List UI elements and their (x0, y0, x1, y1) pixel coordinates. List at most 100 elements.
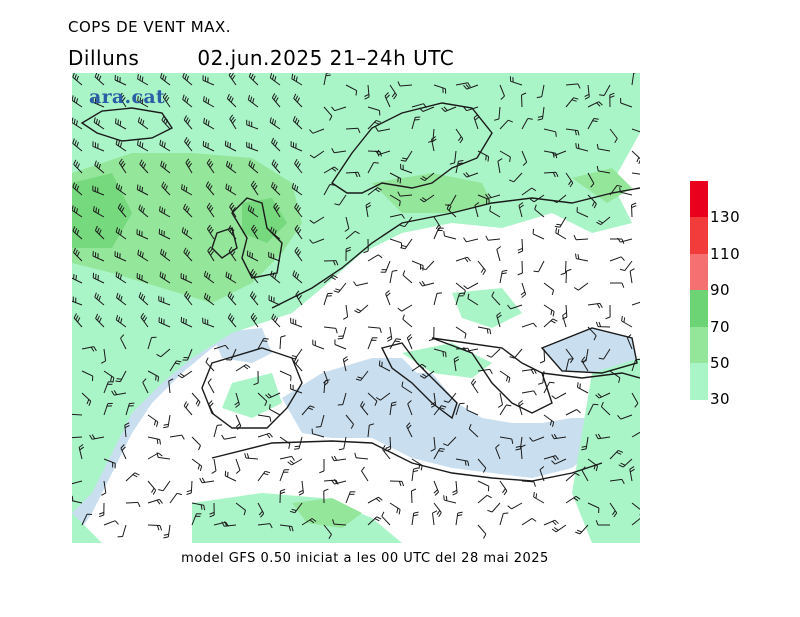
wind-barb-flag (562, 312, 567, 316)
wind-barb-flag (595, 434, 599, 439)
wind-barb-flag (631, 202, 637, 206)
wind-barb-flag (243, 510, 246, 516)
wind-barb (279, 370, 292, 377)
wind-barb (367, 392, 378, 402)
wind-barb-flag (550, 309, 553, 315)
wind-barb (95, 318, 105, 328)
wind-barb-flag (208, 204, 212, 210)
wind-barb (271, 317, 281, 328)
wind-barb (81, 513, 88, 526)
wind-barb (323, 293, 329, 306)
wind-barb-flag (156, 452, 159, 458)
ireland-coast (211, 227, 238, 259)
wind-barb (247, 255, 259, 262)
wind-barb-flag (531, 517, 537, 522)
wind-barb-flag (211, 470, 217, 474)
wind-barb (94, 76, 105, 86)
wind-barb-flag (280, 335, 286, 338)
wind-barb (620, 238, 633, 243)
wind-barb (147, 452, 159, 460)
wind-barb (539, 469, 545, 482)
wind-barb-flag (599, 94, 605, 96)
wind-barb-flag (309, 129, 314, 134)
wind-barb-flag (296, 292, 301, 298)
wind-barb-flag (381, 511, 385, 517)
wind-barb (466, 84, 479, 90)
wind-barb (455, 347, 469, 350)
wind-barb-flag (274, 120, 277, 126)
bay-of-biscay (212, 328, 272, 363)
wind-barb (565, 83, 579, 86)
wind-barb (268, 392, 281, 399)
wind-barb (400, 194, 413, 197)
wind-barb-flag (446, 204, 450, 209)
wind-barb-flag (185, 117, 189, 123)
wind-barb (367, 120, 377, 130)
wind-barb-flag (250, 180, 255, 186)
wind-barb (235, 364, 247, 372)
wind-barb-flag (159, 139, 162, 145)
wind-barb-flag (269, 404, 271, 410)
wind-barb-flag (443, 230, 445, 237)
wind-barb (389, 338, 397, 350)
wind-barb-flag (309, 219, 315, 224)
wind-barb-flag (329, 184, 335, 186)
wind-barb-flag (199, 478, 203, 483)
wind-barb-flag (273, 315, 277, 321)
wind-barb-flag (88, 401, 92, 406)
wind-barb (433, 293, 438, 306)
wind-barb (555, 392, 567, 400)
wind-barb-flag (354, 230, 360, 235)
wind-barb-flag (555, 153, 558, 159)
wind-barb (125, 472, 136, 482)
wind-barb (257, 392, 268, 402)
wind-barb (312, 238, 325, 244)
wind-barb-flag (294, 445, 300, 448)
wind-barb (345, 304, 349, 317)
wind-barb-flag (293, 93, 297, 99)
wind-barb-flag (227, 225, 232, 231)
wind-barb-flag (385, 290, 390, 295)
wind-barb-flag (249, 291, 254, 296)
wind-barb-flag (574, 472, 580, 476)
wind-barb-flag (253, 295, 257, 301)
wind-barb-flag (579, 383, 581, 389)
wind-barb-flag (617, 414, 622, 420)
wind-barb-flag (156, 421, 159, 427)
wind-barb (269, 121, 281, 130)
wind-barb-flag (518, 202, 524, 206)
wind-barb-flag (252, 314, 256, 320)
wind-barb-flag (386, 292, 391, 297)
wind-barb-flag (551, 290, 555, 296)
wind-barb-flag (330, 276, 336, 281)
wind-barb-flag (294, 272, 298, 278)
wind-barb (120, 447, 127, 460)
wind-barb (342, 326, 347, 339)
wind-barb-flag (198, 445, 201, 451)
wind-barb-flag (291, 508, 297, 512)
wind-barb-flag (98, 295, 101, 301)
wind-barb-flag (183, 185, 186, 191)
wind-barb-flag (335, 288, 341, 291)
wind-barb (269, 408, 281, 416)
wind-barb-flag (296, 249, 300, 254)
wind-barb-flag (296, 97, 300, 103)
wind-barb (257, 523, 270, 526)
wind-barb (587, 84, 590, 97)
wind-barb (499, 84, 505, 97)
wind-barb (518, 403, 523, 416)
wind-barb (361, 470, 369, 482)
wind-barb (323, 326, 336, 329)
wind-barb-flag (382, 445, 386, 450)
wind-barb (499, 480, 508, 492)
wind-barb-flag (229, 186, 232, 192)
wind-barb-flag (79, 446, 85, 451)
wind-barb (406, 337, 413, 350)
wind-barb-flag (139, 185, 141, 191)
wind-barb (115, 122, 127, 130)
wind-barb-flag (165, 119, 169, 125)
wind-barb-flag (101, 492, 107, 496)
wind-barb (400, 168, 413, 174)
wind-barb-flag (576, 409, 581, 414)
wind-barb-flag (274, 317, 278, 323)
